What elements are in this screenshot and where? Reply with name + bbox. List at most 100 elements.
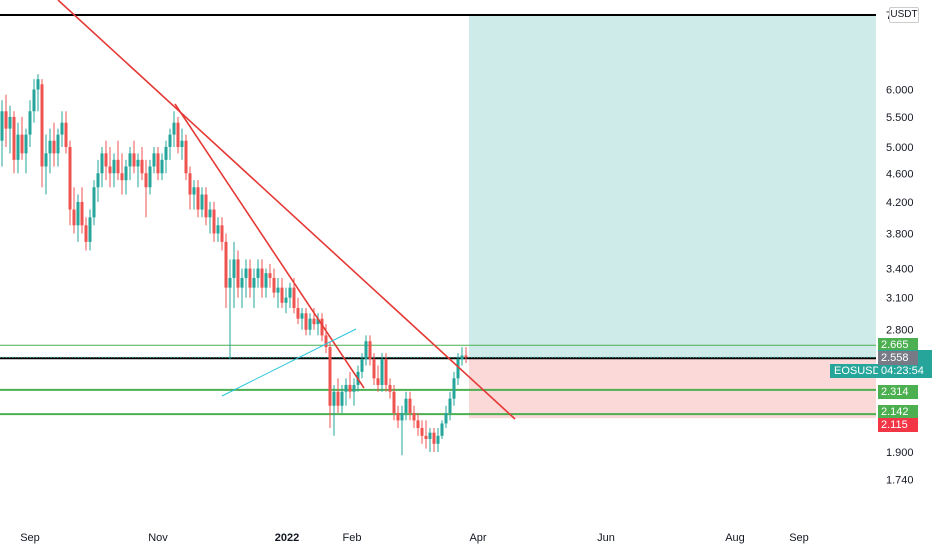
candle-body	[348, 384, 352, 392]
time-tick-label: 2022	[275, 532, 299, 544]
candle-body	[200, 194, 204, 210]
candle-body	[160, 159, 164, 174]
candle-body	[128, 153, 132, 167]
candle-body	[40, 84, 44, 167]
symbol-badge: EOSUSDT	[830, 364, 892, 378]
candle-body	[64, 122, 68, 147]
candle-body	[276, 287, 280, 293]
price-tick-label: 3.100	[886, 293, 914, 305]
candle-body	[352, 384, 356, 392]
candle-body	[212, 209, 216, 234]
candle-body	[452, 378, 456, 399]
bar-countdown: 04:23:54	[881, 365, 924, 378]
candle-body	[284, 297, 288, 303]
candle-body	[104, 153, 108, 167]
candle-body	[248, 268, 252, 288]
time-tick-label: Aug	[725, 532, 745, 544]
candle-body	[384, 359, 388, 385]
candle-body	[388, 384, 392, 392]
price-label-badge: 2.115	[878, 418, 918, 433]
candle-body	[464, 355, 468, 358]
candle-body	[412, 412, 416, 421]
candle-body	[416, 420, 420, 429]
candle-body	[52, 140, 56, 154]
candle-body	[240, 277, 244, 288]
candle-body	[368, 341, 372, 360]
price-tick-label: 4.600	[886, 168, 914, 180]
candle-body	[172, 122, 176, 135]
candle-body	[224, 241, 228, 288]
trendline-long	[57, 0, 516, 420]
candle-body	[116, 159, 120, 174]
candle-body	[80, 201, 84, 226]
price-label-badge: 2.665	[878, 338, 918, 353]
candle-body	[148, 166, 152, 188]
candle-body	[136, 159, 140, 167]
time-tick-label: Sep	[20, 532, 40, 544]
price-label-value: 2.665	[881, 339, 909, 352]
candle-body	[164, 146, 168, 160]
candle-body	[72, 209, 76, 226]
support-trendline	[221, 328, 357, 397]
candle-body	[96, 173, 100, 188]
candle-body	[176, 122, 180, 147]
candle-body	[180, 140, 184, 147]
stop-loss-zone	[469, 357, 876, 419]
candle-body	[236, 259, 240, 288]
price-label-value: 2.142	[881, 406, 909, 419]
candle-body	[448, 398, 452, 413]
price-label-value: 2.558	[881, 352, 909, 365]
candle-body	[0, 111, 4, 141]
candle-body	[440, 423, 444, 436]
candle-body	[432, 432, 436, 444]
candle-body	[288, 287, 292, 298]
candle-body	[280, 287, 284, 303]
candle-body	[208, 209, 212, 218]
candle-body	[444, 412, 448, 424]
candle-body	[252, 277, 256, 288]
price-label-badge: 2.558	[878, 351, 918, 366]
price-tick-label: 5.500	[886, 112, 914, 124]
price-tick-label: 1.900	[886, 447, 914, 459]
candle-body	[340, 391, 344, 406]
candle-body	[88, 217, 92, 242]
candle-body	[12, 116, 16, 160]
candle-body	[304, 313, 308, 330]
candle-body	[424, 435, 428, 439]
candle-body	[320, 318, 324, 336]
candle-body	[156, 153, 160, 174]
candle-body	[316, 318, 320, 325]
candle-body	[296, 307, 300, 319]
candle-body	[112, 159, 116, 174]
quote-currency-label[interactable]: USDT	[889, 7, 919, 23]
candle-body	[60, 122, 64, 135]
time-tick-label: Apr	[469, 532, 486, 544]
candle-body	[376, 378, 380, 385]
candle-body	[24, 134, 28, 154]
price-tick-label: 3.400	[886, 264, 914, 276]
candle-body	[256, 268, 260, 278]
candle-body	[260, 268, 264, 288]
candle-body	[300, 313, 304, 319]
price-label-badge: 2.142	[878, 405, 918, 420]
price-tick-label: 5.000	[886, 142, 914, 154]
candle-body	[216, 225, 220, 234]
candle-body	[84, 225, 88, 242]
candle-body	[108, 166, 112, 174]
candle-body	[152, 153, 156, 167]
candle-body	[120, 173, 124, 181]
candle-body	[92, 187, 96, 218]
price-label-badge: 2.314	[878, 384, 918, 399]
candle-body	[188, 173, 192, 195]
candle-body	[220, 225, 224, 242]
candle-body	[392, 391, 396, 413]
candle-body	[332, 391, 336, 406]
candle-body	[4, 111, 8, 129]
candle-body	[380, 359, 384, 385]
candle-body	[204, 194, 208, 218]
candle-body	[312, 318, 316, 325]
candle-body	[428, 432, 432, 439]
time-tick-label: Nov	[148, 532, 168, 544]
